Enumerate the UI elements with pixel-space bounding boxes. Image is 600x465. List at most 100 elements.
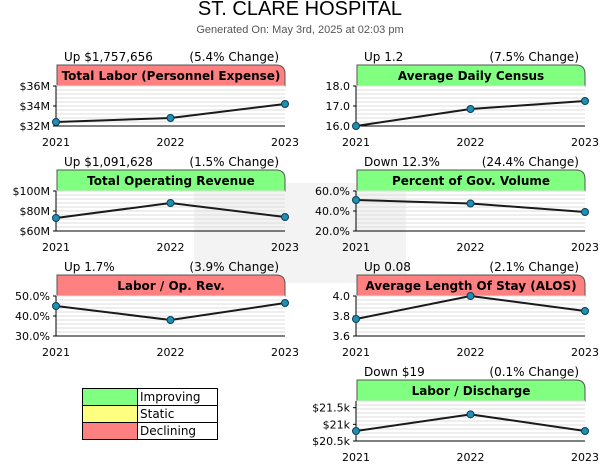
data-point [52,302,60,310]
data-point [581,97,589,105]
x-tick-label: 2021 [42,241,70,254]
data-point [166,199,175,207]
x-tick-label: 2023 [571,451,599,464]
change-percent: (7.5% Change) [489,50,579,64]
legend-swatch-static [83,406,138,422]
x-tick-label: 2022 [457,241,485,254]
x-tick-label: 2021 [42,136,70,149]
x-tick-label: 2022 [457,346,485,359]
x-tick-label: 2023 [271,346,299,359]
y-tick-label: 50.0% [15,290,50,303]
y-tick-label: $36M [20,80,51,93]
x-tick-label: 2021 [342,346,370,359]
y-tick-label: 60.0% [315,185,350,198]
data-point [466,199,475,208]
legend-swatch-improving [83,389,138,405]
y-tick-label: $20.5k [312,435,350,448]
chart-panel: Up 0.08 (2.1% Change) Average Length Of St… [333,260,600,359]
x-tick-label: 2023 [271,136,299,149]
y-tick-label: $34M [20,100,51,113]
data-point [581,427,589,435]
chart-title-banner [56,169,286,192]
legend-label: Static [140,407,175,421]
x-tick-label: 2023 [271,241,299,254]
data-point [466,292,475,300]
legend-label: Improving [140,390,201,404]
data-point [281,299,289,307]
change-percent: (5.4% Change) [189,50,279,64]
y-tick-label: $21k [323,418,351,431]
y-tick-label: $80M [20,205,51,218]
data-point [281,213,289,221]
change-amount: Down 12.3% [364,155,440,169]
chart-title: Average Length Of Stay (ALOS) [365,279,576,293]
legend-item-declining: Declining [83,423,217,439]
x-tick-label: 2022 [457,451,485,464]
chart-panel: Down $19 (0.1% Change) Labor / Discharge $2… [312,365,599,464]
data-point [166,114,175,122]
data-point [281,100,289,108]
chart-panel: Up 1.2 (7.5% Change) Average Daily Census 1… [326,50,600,149]
y-tick-label: 3.8 [333,310,351,323]
data-point [352,315,360,323]
x-tick-label: 2022 [157,346,185,359]
change-amount: Up $1,757,656 [64,50,153,64]
chart-title: Percent of Gov. Volume [392,174,550,188]
chart-panel: Up 1.7% (3.9% Change) Labor / Op. Rev. 50.0… [15,260,299,359]
chart-title-banner [356,64,586,87]
x-tick-label: 2023 [571,136,599,149]
change-percent: (2.1% Change) [489,260,579,274]
change-amount: Up 0.08 [364,260,411,274]
chart-panel: Down 12.3% (24.4% Change) Percent of Gov. … [315,155,599,254]
legend-item-improving: Improving [83,389,217,406]
chart-panel: Up $1,757,656 (5.4% Change) Total Labor (P… [20,50,300,149]
chart-panel: Up $1,091,628 (1.5% Change) Total Operatin… [13,155,300,254]
legend-label: Declining [140,424,197,438]
status-legend: Improving Static Declining [82,388,218,440]
x-tick-label: 2021 [42,346,70,359]
page-title: ST. CLARE HOSPITAL [197,0,403,20]
chart-title-banner [356,379,586,402]
y-tick-label: $32M [20,120,51,133]
x-tick-label: 2021 [342,241,370,254]
chart-title-banner [56,274,286,297]
y-tick-label: 20.0% [315,225,350,238]
chart-title-banner [356,274,586,297]
change-percent: (24.4% Change) [482,155,579,169]
y-tick-label: 17.0 [326,100,351,113]
legend-item-static: Static [83,406,217,423]
y-tick-label: $60M [20,225,51,238]
chart-title: Labor / Op. Rev. [117,279,225,293]
data-point [52,118,60,126]
data-point [352,196,360,204]
y-tick-label: 3.6 [333,330,351,343]
chart-title-banner [56,64,286,87]
chart-title: Labor / Discharge [412,384,531,398]
change-percent: (3.9% Change) [189,260,279,274]
chart-title: Total Operating Revenue [87,174,255,188]
x-tick-label: 2022 [157,241,185,254]
y-tick-label: 18.0 [326,80,351,93]
change-amount: Up 1.2 [364,50,403,64]
y-tick-label: 30.0% [15,330,50,343]
change-percent: (1.5% Change) [189,155,279,169]
x-tick-label: 2023 [571,346,599,359]
change-amount: Down $19 [364,365,425,379]
data-point [52,214,60,222]
y-tick-label: $100M [13,185,51,198]
data-point [352,122,360,130]
change-amount: Up $1,091,628 [64,155,153,169]
y-tick-label: 16.0 [326,120,351,133]
legend-swatch-declining [83,423,138,439]
y-tick-label: 40.0% [315,205,350,218]
chart-title: Total Labor (Personnel Expense) [62,69,281,83]
y-tick-label: $21.5k [312,402,350,415]
x-tick-label: 2023 [571,241,599,254]
chart-title-banner [356,169,586,192]
y-tick-label: 4.0 [333,290,351,303]
data-point [581,208,589,216]
x-tick-label: 2022 [157,136,185,149]
x-tick-label: 2021 [342,451,370,464]
data-point [466,410,475,419]
